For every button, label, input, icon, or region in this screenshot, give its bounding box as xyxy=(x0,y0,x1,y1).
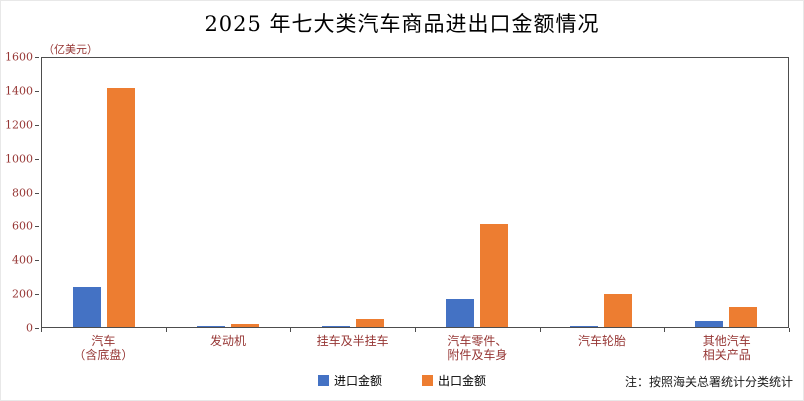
legend: 进口金额 出口金额 xyxy=(1,372,803,389)
y-tick-mark xyxy=(35,226,39,228)
y-tick-label: 200 xyxy=(12,287,33,301)
legend-swatch-icon xyxy=(422,375,433,386)
x-tick-mark xyxy=(165,328,167,332)
legend-item: 出口金额 xyxy=(422,372,486,389)
x-tick-mark xyxy=(664,328,666,332)
y-tick-mark xyxy=(35,260,39,262)
x-tick-mark xyxy=(41,328,42,332)
bar-出口金额 xyxy=(728,306,757,327)
bar-进口金额 xyxy=(73,286,102,327)
y-tick-label: 1400 xyxy=(5,84,33,98)
y-tick-mark xyxy=(35,192,39,194)
x-tick-mark xyxy=(539,328,541,332)
y-axis-unit-label: （亿美元） xyxy=(43,43,98,56)
y-tick-mark xyxy=(35,124,39,126)
bar-出口金额 xyxy=(604,294,633,327)
x-axis-category-label: 其他汽车 相关产品 xyxy=(702,334,751,362)
y-tick-mark xyxy=(35,57,39,58)
footnote: 注：按照海关总署统计分类统计 xyxy=(624,375,793,389)
y-tick-label: 400 xyxy=(12,253,33,267)
x-axis-ticks xyxy=(41,328,790,332)
y-axis: 0 200 400 600 800 1000 1200 1400 1600 xyxy=(1,51,39,335)
y-tick-label: 1000 xyxy=(5,152,33,166)
legend-item: 进口金额 xyxy=(317,372,382,389)
legend-swatch-icon xyxy=(317,375,329,386)
y-tick-label: 1200 xyxy=(5,118,33,132)
bar-group xyxy=(415,58,539,327)
x-tick-mark xyxy=(290,328,292,332)
x-axis-category-label: 汽车零件、 附件及车身 xyxy=(447,334,508,362)
x-axis-labels: 汽车 （含底盘） 发动机 挂车及半挂车 汽车零件、 附件及车身 汽车轮胎 其他汽车 相关产… xyxy=(41,334,789,362)
bar-进口金额 xyxy=(570,326,599,327)
x-axis-category-label: 汽车 （含底盘） xyxy=(73,334,134,362)
y-tick-label: 1600 xyxy=(5,50,33,64)
x-tick-mark xyxy=(789,328,790,332)
bar-出口金额 xyxy=(355,318,384,327)
bar-出口金额 xyxy=(107,88,136,327)
bar-group xyxy=(291,58,415,327)
bar-进口金额 xyxy=(446,299,475,327)
y-tick-mark xyxy=(35,328,39,329)
y-tick-label: 800 xyxy=(12,186,33,199)
bar-group xyxy=(539,58,663,327)
bar-进口金额 xyxy=(321,326,350,327)
legend-label: 进口金额 xyxy=(333,374,382,388)
y-tick-mark xyxy=(35,158,39,160)
x-axis-category-label: 汽车轮胎 xyxy=(578,334,627,348)
chart-title: 2025 年七大类汽车商品进出口金额情况 xyxy=(204,12,600,36)
y-tick-mark xyxy=(35,90,39,92)
y-tick-label: 0 xyxy=(26,321,33,335)
legend-label: 出口金额 xyxy=(438,374,487,388)
bar-出口金额 xyxy=(480,224,509,327)
bar-group xyxy=(166,58,290,327)
bar-进口金额 xyxy=(694,321,723,327)
y-tick-label: 600 xyxy=(12,219,33,233)
bar-group xyxy=(42,58,166,327)
x-axis-category-label: 发动机 xyxy=(210,334,247,348)
bar-出口金额 xyxy=(231,323,260,327)
x-tick-mark xyxy=(415,328,416,332)
bar-group xyxy=(664,58,788,327)
bar-进口金额 xyxy=(197,326,226,327)
y-tick-mark xyxy=(35,294,39,296)
plot-area xyxy=(41,57,789,328)
x-axis-category-label: 挂车及半挂车 xyxy=(316,334,389,348)
